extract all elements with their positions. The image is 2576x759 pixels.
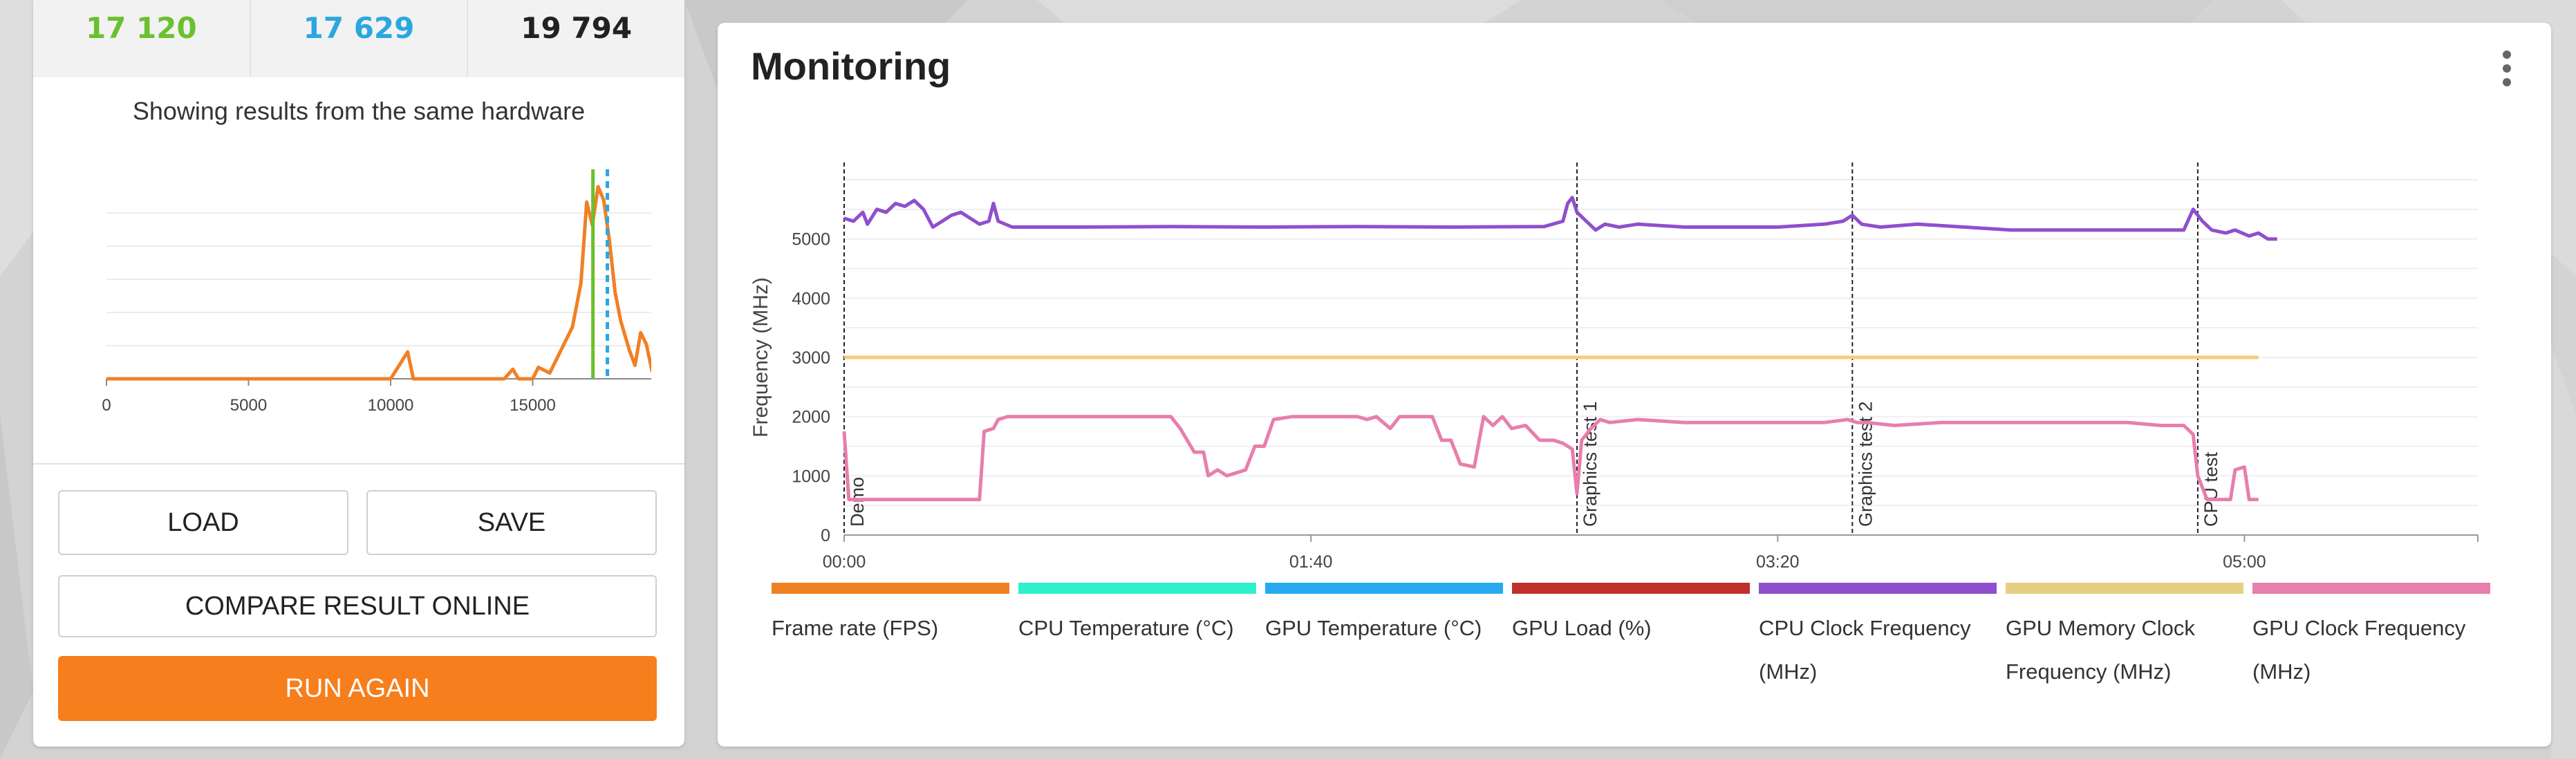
load-button[interactable]: LOAD (58, 490, 348, 555)
x-tick-label: 05:00 (2223, 552, 2266, 572)
series-line-cpu-clock-frequency-mhz (843, 196, 2277, 241)
dist-x-tick-label: 10000 (368, 396, 414, 415)
x-tick-label: 03:20 (1756, 552, 1800, 572)
legend-swatch (772, 583, 1009, 594)
legend-item[interactable]: GPU Temperature (°C) (1265, 583, 1503, 650)
legend-item[interactable]: CPU Clock Frequency (MHz) (1759, 583, 1997, 693)
legend-swatch (1265, 583, 1503, 594)
legend-label: CPU Temperature (°C) (1018, 616, 1234, 640)
series-line-gpu-clock-frequency-mhz (842, 415, 2259, 502)
result-summary-panel: 17 120 17 629 19 794 Showing results fro… (33, 0, 684, 747)
legend-item[interactable]: CPU Temperature (°C) (1018, 583, 1256, 650)
test-marker-label: Graphics test 2 (1855, 401, 1876, 527)
monitoring-title: Monitoring (751, 44, 951, 88)
legend-label: GPU Load (%) (1512, 616, 1652, 640)
monitoring-legend: Frame rate (FPS) CPU Temperature (°C) GPU … (772, 583, 2528, 721)
legend-label: GPU Clock Frequency (MHz) (2252, 616, 2466, 684)
legend-item[interactable]: GPU Memory Clock Frequency (MHz) (2006, 583, 2243, 693)
more-options-icon[interactable] (2500, 50, 2514, 86)
score-distribution-chart: 0 5000 10000 15000 (102, 169, 651, 415)
dist-x-tick-label: 15000 (510, 396, 556, 415)
legend-label: Frame rate (FPS) (772, 616, 939, 640)
monitoring-panel: Monitoring Frequency (MHz) 0 1000 2000 3000 4… (718, 23, 2551, 747)
compare-result-online-button[interactable]: COMPARE RESULT ONLINE (58, 575, 657, 637)
y-tick-label: 2000 (792, 408, 830, 427)
monitoring-chart: Frequency (MHz) 0 1000 2000 3000 4000 5000 00:0… (749, 162, 2479, 572)
run-again-button[interactable]: RUN AGAIN (58, 656, 657, 721)
legend-swatch (2252, 583, 2490, 594)
y-axis-label: Frequency (MHz) (749, 277, 772, 438)
test-marker-label: Demo (847, 477, 868, 527)
score-average: 17 629 (249, 0, 467, 77)
y-tick-label: 4000 (792, 289, 830, 308)
score-best: 19 794 (467, 0, 684, 77)
legend-swatch (1512, 583, 1750, 594)
x-tick-label: 01:40 (1289, 552, 1333, 572)
hardware-caption: Showing results from the same hardware (132, 97, 586, 125)
x-tick-label: 00:00 (823, 552, 866, 572)
legend-item[interactable]: Frame rate (FPS) (772, 583, 1009, 650)
score-row: 17 120 17 629 19 794 (33, 0, 684, 77)
legend-swatch (1759, 583, 1997, 594)
y-tick-label: 1000 (792, 467, 830, 486)
dist-x-tick-label: 0 (102, 396, 111, 415)
legend-item[interactable]: GPU Load (%) (1512, 583, 1750, 650)
legend-label: GPU Memory Clock Frequency (MHz) (2006, 616, 2195, 684)
save-button[interactable]: SAVE (366, 490, 657, 555)
legend-swatch (1018, 583, 1256, 594)
legend-swatch (2006, 583, 2243, 594)
dist-x-tick-label: 5000 (230, 396, 267, 415)
distribution-curve (106, 185, 651, 381)
legend-label: GPU Temperature (°C) (1265, 616, 1482, 640)
legend-item[interactable]: GPU Clock Frequency (MHz) (2252, 583, 2490, 693)
y-tick-label: 3000 (792, 348, 830, 368)
y-tick-label: 5000 (792, 230, 830, 250)
legend-label: CPU Clock Frequency (MHz) (1759, 616, 1971, 684)
score-your-result: 17 120 (85, 11, 197, 45)
y-tick-label: 0 (821, 526, 830, 545)
panel-divider (33, 463, 684, 465)
